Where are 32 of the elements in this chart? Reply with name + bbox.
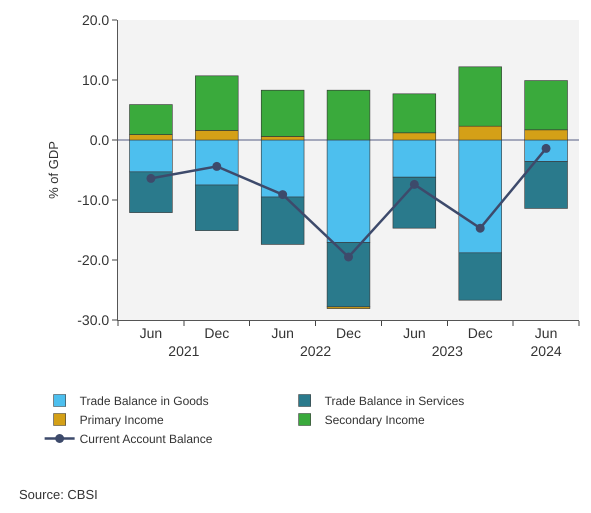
y-tick-label: 20.0 [82, 12, 110, 28]
y-tick-label: -10.0 [77, 192, 110, 208]
legend-label: Trade Balance in Services [324, 394, 464, 408]
category-label: Jun [534, 324, 558, 341]
point [410, 180, 419, 189]
category-label: 2021 [168, 342, 200, 359]
category-label: Dec [468, 324, 493, 341]
category-label: Jun [140, 324, 162, 341]
point [212, 162, 222, 171]
legend-label: Current Account Balance [80, 432, 213, 446]
point [476, 224, 485, 233]
y-axis-title: % of GDP [46, 141, 62, 199]
legend-label: Primary Income [80, 413, 164, 428]
y-tick-label: -30.0 [77, 312, 110, 328]
bar [260, 90, 304, 137]
category-label: 2022 [300, 342, 332, 359]
y-tick-label: 10.0 [82, 72, 110, 88]
point [278, 190, 288, 200]
legend-label: Secondary Income [324, 413, 426, 428]
category-label: 2024 [530, 342, 562, 359]
point [146, 174, 156, 183]
category-label: Dec [336, 324, 361, 341]
y-tick-label: 0.0 [90, 132, 110, 148]
source-note: Source: CBSI [19, 487, 98, 502]
legend-label: Trade Balance in Goods [80, 394, 209, 408]
category-label: 2023 [432, 342, 463, 359]
category-label: Jun [403, 324, 426, 341]
y-tick-label: -20.0 [77, 252, 110, 268]
point [344, 252, 353, 262]
point [542, 144, 551, 153]
category-label: Jun [271, 324, 294, 341]
category-label: Dec [204, 324, 230, 341]
